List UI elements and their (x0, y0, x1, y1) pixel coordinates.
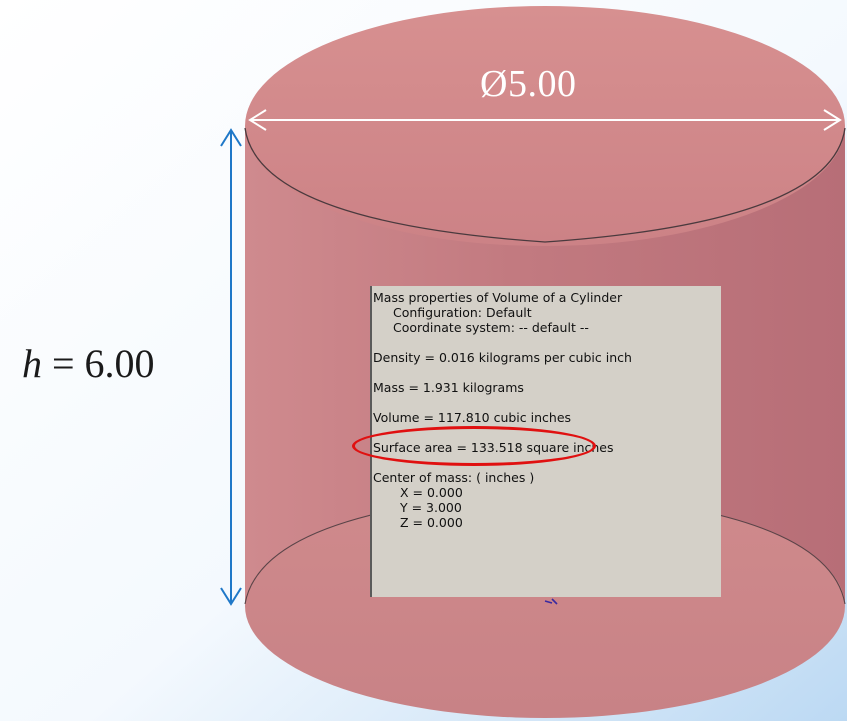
origin-marker-icon (544, 598, 558, 605)
center-z-line: Z = 0.000 (400, 515, 463, 530)
diameter-label: Ø5.00 (480, 63, 577, 105)
panel-title: Mass properties of Volume of a Cylinder (373, 290, 623, 305)
height-dimension-arrow (220, 128, 242, 606)
configuration-line: Configuration: Default (393, 305, 532, 320)
mass-line: Mass = 1.931 kilograms (373, 380, 524, 395)
top-edge-line (244, 127, 846, 243)
cylinder-top-cap (245, 6, 845, 246)
height-symbol: h (22, 341, 42, 386)
density-line: Density = 0.016 kilograms per cubic inch (373, 350, 632, 365)
height-value: = 6.00 (42, 341, 155, 386)
volume-line: Volume = 117.810 cubic inches (373, 410, 572, 425)
diameter-dimension-arrow (248, 109, 842, 131)
center-x-line: X = 0.000 (400, 485, 463, 500)
center-of-mass-line: Center of mass: ( inches ) (373, 470, 535, 485)
height-label: h = 6.00 (22, 340, 155, 387)
volume-highlight-ellipse (352, 426, 596, 466)
center-y-line: Y = 3.000 (400, 500, 462, 515)
coordinate-system-line: Coordinate system: -- default -- (393, 320, 589, 335)
